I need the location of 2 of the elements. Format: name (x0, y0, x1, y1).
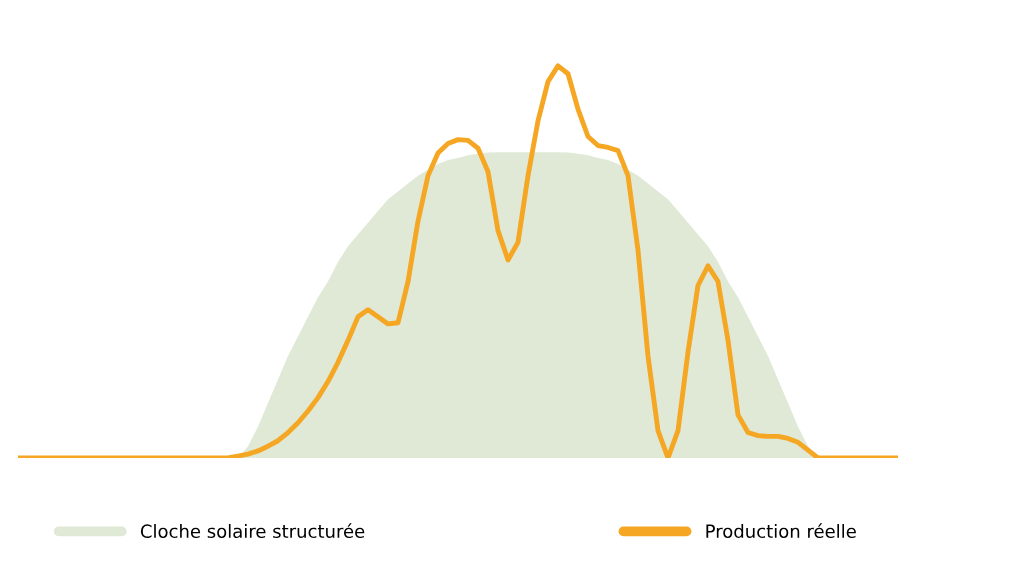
legend-label: Cloche solaire structurée (140, 523, 365, 539)
legend-label: Production réelle (706, 523, 856, 539)
